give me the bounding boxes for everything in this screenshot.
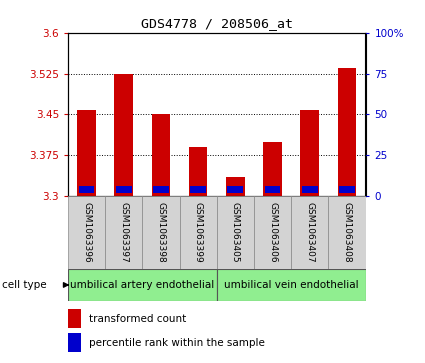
Bar bbox=[263, 142, 282, 196]
Text: GSM1063407: GSM1063407 bbox=[305, 202, 314, 262]
Bar bbox=[226, 177, 245, 196]
Text: GSM1063405: GSM1063405 bbox=[231, 202, 240, 262]
Text: GSM1063399: GSM1063399 bbox=[194, 202, 203, 262]
Bar bbox=[254, 196, 291, 269]
Text: percentile rank within the sample: percentile rank within the sample bbox=[89, 338, 265, 347]
Text: umbilical artery endothelial: umbilical artery endothelial bbox=[70, 280, 215, 290]
Bar bbox=[68, 196, 105, 269]
Bar bbox=[77, 110, 96, 196]
Bar bbox=[337, 68, 356, 196]
Bar bbox=[217, 269, 366, 301]
Text: GSM1063398: GSM1063398 bbox=[156, 202, 165, 262]
Text: GSM1063397: GSM1063397 bbox=[119, 202, 128, 262]
Title: GDS4778 / 208506_at: GDS4778 / 208506_at bbox=[141, 17, 293, 30]
Bar bbox=[152, 114, 170, 196]
Bar bbox=[302, 186, 317, 193]
Bar bbox=[227, 186, 243, 193]
Bar bbox=[217, 196, 254, 269]
Bar bbox=[179, 196, 217, 269]
Bar bbox=[116, 186, 132, 193]
Bar bbox=[68, 269, 217, 301]
Bar bbox=[300, 110, 319, 196]
Bar bbox=[114, 73, 133, 196]
Bar bbox=[291, 196, 328, 269]
Bar bbox=[339, 186, 355, 193]
Bar bbox=[328, 196, 366, 269]
Text: cell type: cell type bbox=[2, 280, 47, 290]
Bar bbox=[142, 196, 179, 269]
Bar bbox=[105, 196, 142, 269]
Text: umbilical vein endothelial: umbilical vein endothelial bbox=[224, 280, 358, 290]
Text: GSM1063408: GSM1063408 bbox=[343, 202, 351, 262]
Text: GSM1063396: GSM1063396 bbox=[82, 202, 91, 262]
Bar bbox=[190, 186, 206, 193]
Bar bbox=[68, 310, 82, 329]
Bar bbox=[189, 147, 207, 196]
Bar bbox=[68, 333, 82, 352]
Text: GSM1063406: GSM1063406 bbox=[268, 202, 277, 262]
Bar bbox=[153, 186, 169, 193]
Bar bbox=[79, 186, 94, 193]
Bar bbox=[265, 186, 280, 193]
Text: transformed count: transformed count bbox=[89, 314, 186, 324]
